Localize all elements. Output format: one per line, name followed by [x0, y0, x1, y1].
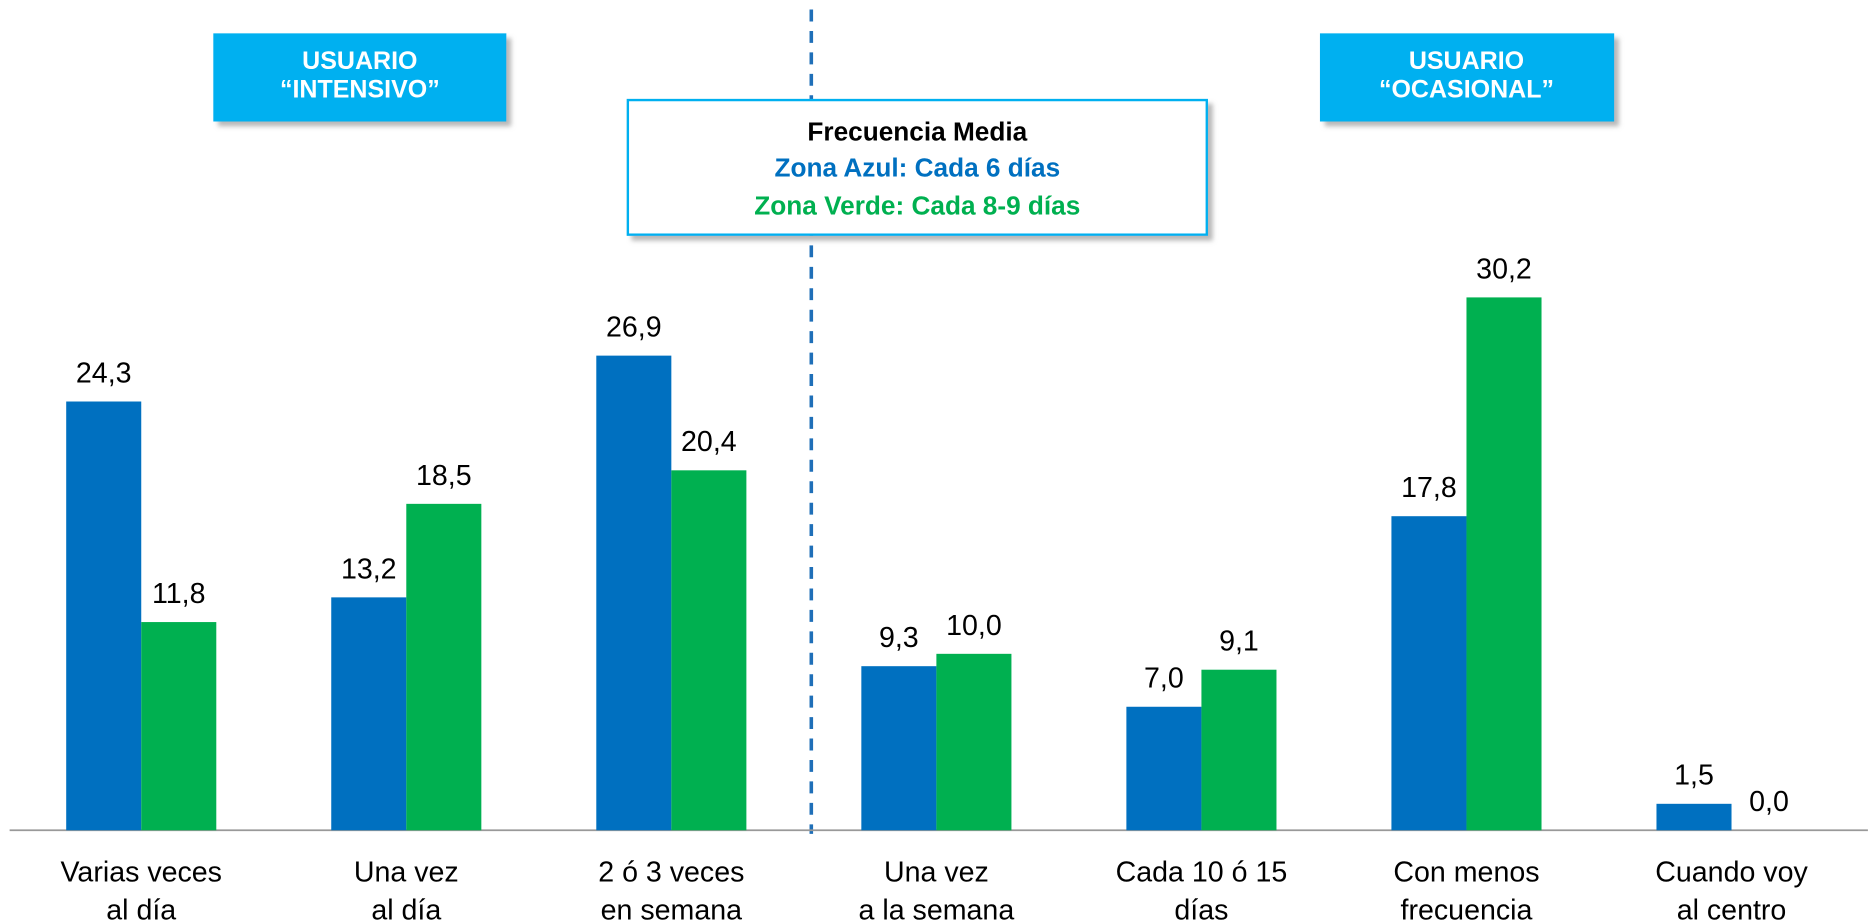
value-label: 0,0: [1749, 786, 1789, 818]
value-label: 7,0: [1144, 663, 1184, 695]
value-label: 26,9: [606, 312, 662, 344]
bar: [1126, 706, 1202, 831]
value-label: 30,2: [1476, 253, 1532, 285]
bar: [596, 355, 672, 831]
value-label: 10,0: [946, 610, 1002, 642]
bar: [66, 401, 142, 831]
bar: [1391, 516, 1467, 831]
value-label: 11,8: [152, 578, 206, 610]
value-label: 9,3: [879, 622, 919, 654]
occasional-box: [1319, 33, 1615, 122]
x-tick-label: Una vez a la semana: [859, 856, 1015, 922]
bar: [1466, 297, 1542, 831]
value-label: 20,4: [681, 426, 737, 458]
value-label: 13,2: [341, 553, 397, 585]
info-title: Frecuencia Media: [807, 117, 1027, 147]
value-label: 1,5: [1674, 760, 1714, 792]
x-tick-label: Cuando voy al centro: [1655, 856, 1808, 922]
bar: [936, 653, 1012, 831]
bar: [1656, 803, 1732, 831]
bar: [671, 470, 747, 831]
bar: [861, 666, 937, 831]
bar: [331, 597, 407, 831]
info-line: Zona Azul: Cada 6 días: [774, 152, 1060, 182]
bar: [406, 503, 482, 831]
x-tick-label: Con menos frecuencia: [1393, 856, 1539, 922]
annotation: USUARIO “INTENSIVO”: [280, 47, 440, 104]
x-tick-label: Cada 10 ó 15 días: [1116, 856, 1288, 922]
value-label: 9,1: [1219, 626, 1259, 658]
value-label: 18,5: [416, 460, 472, 492]
intensive-box: [213, 33, 507, 122]
x-tick-label: Varias veces al día: [61, 856, 222, 922]
value-label: 17,8: [1401, 472, 1457, 504]
bar: [141, 622, 217, 831]
bar: [1201, 669, 1277, 831]
annotation: USUARIO “OCASIONAL”: [1379, 47, 1554, 104]
x-tick-label: Una vez al día: [354, 856, 459, 922]
value-label: 24,3: [76, 357, 132, 389]
info-line: Zona Verde: Cada 8-9 días: [754, 190, 1080, 220]
x-tick-label: 2 ó 3 veces en semana: [598, 856, 744, 922]
info-box: [626, 98, 1208, 236]
